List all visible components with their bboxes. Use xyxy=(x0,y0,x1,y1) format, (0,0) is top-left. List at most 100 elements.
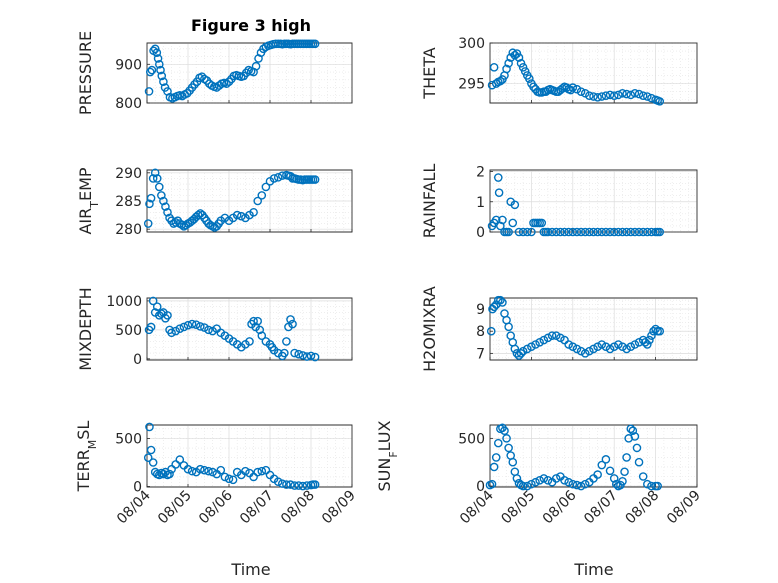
x-axis-label-right: Time xyxy=(573,560,613,579)
y-tick-label: 500 xyxy=(115,431,142,447)
data-point xyxy=(630,88,640,98)
data-point xyxy=(145,67,155,77)
data-point xyxy=(560,476,569,485)
data-point xyxy=(547,331,557,340)
data-point xyxy=(527,227,536,237)
data-point xyxy=(298,351,308,360)
data-point xyxy=(535,337,544,347)
y-tick-label: 9 xyxy=(476,302,485,318)
data-point xyxy=(277,479,287,488)
x-tick-label: 08/06 xyxy=(196,487,236,527)
y-tick-label: 290 xyxy=(115,166,142,182)
panel-theta: 295 300 THETA xyxy=(420,36,698,106)
data-point xyxy=(593,342,602,352)
data-point xyxy=(152,302,162,311)
data-point xyxy=(537,218,547,228)
data-point xyxy=(161,202,170,211)
y-axis-label-terr-msl: TERRMSL xyxy=(74,421,99,493)
data-point xyxy=(146,322,156,332)
data-point xyxy=(286,480,295,489)
data-point xyxy=(144,87,154,96)
data-point xyxy=(232,210,242,220)
data-point xyxy=(576,227,586,237)
data-point xyxy=(220,472,230,482)
data-point xyxy=(564,477,573,487)
data-point xyxy=(154,59,164,69)
data-point xyxy=(165,469,174,479)
data-point xyxy=(580,88,590,98)
data-point xyxy=(148,458,158,467)
data-point xyxy=(150,44,160,54)
series-markers xyxy=(143,168,320,232)
data-point xyxy=(152,48,162,57)
data-point xyxy=(597,227,607,237)
data-point xyxy=(150,168,160,178)
data-point xyxy=(282,480,291,489)
data-point xyxy=(605,90,615,100)
data-point xyxy=(640,337,650,347)
data-point xyxy=(558,84,567,93)
data-point xyxy=(498,298,507,307)
x-axis-label-left: Time xyxy=(230,560,270,579)
data-point xyxy=(502,434,511,443)
data-point xyxy=(310,352,320,362)
plot-area xyxy=(489,169,698,233)
plot-area xyxy=(489,42,698,104)
data-point xyxy=(494,188,504,197)
data-point xyxy=(510,344,520,354)
data-point xyxy=(626,227,636,237)
data-point xyxy=(655,227,665,237)
data-point xyxy=(647,227,656,237)
data-point xyxy=(653,481,662,491)
data-point xyxy=(572,84,582,94)
series-markers xyxy=(144,39,320,103)
data-point xyxy=(156,65,165,75)
data-point xyxy=(566,85,576,95)
data-point xyxy=(286,315,295,324)
data-point xyxy=(288,319,297,329)
data-point xyxy=(257,331,267,340)
data-point xyxy=(273,173,283,182)
y-axis-label-sun-flux: SUNFLUX xyxy=(375,420,400,491)
axes-border xyxy=(489,297,698,361)
data-point xyxy=(585,227,594,237)
data-point xyxy=(618,476,627,486)
y-tick-label: 500 xyxy=(115,323,142,339)
figure-title: Figure 3 high xyxy=(191,16,311,35)
data-point xyxy=(572,227,582,237)
data-point xyxy=(179,322,189,332)
data-point xyxy=(626,90,636,100)
data-point xyxy=(493,173,503,182)
data-point xyxy=(589,227,598,237)
data-point xyxy=(504,322,513,332)
data-point xyxy=(496,295,505,305)
data-point xyxy=(153,54,163,63)
data-point xyxy=(643,479,652,489)
data-point xyxy=(489,63,499,72)
data-point xyxy=(518,227,528,237)
data-point xyxy=(556,227,565,237)
data-point xyxy=(638,472,648,481)
data-point xyxy=(632,443,642,453)
data-point xyxy=(273,39,283,49)
data-point xyxy=(145,422,154,432)
data-point xyxy=(601,91,611,101)
data-point xyxy=(568,227,578,237)
data-point xyxy=(531,477,540,487)
data-point xyxy=(273,477,283,487)
axes-border xyxy=(146,297,353,361)
data-point xyxy=(241,466,250,476)
data-point xyxy=(504,443,513,453)
data-point xyxy=(516,58,526,68)
data-point xyxy=(576,481,586,491)
data-point xyxy=(489,302,499,312)
data-point xyxy=(535,476,544,485)
data-point xyxy=(491,79,501,88)
data-point xyxy=(614,90,623,100)
data-point xyxy=(255,325,265,335)
data-point xyxy=(609,342,619,352)
data-point xyxy=(589,92,598,101)
